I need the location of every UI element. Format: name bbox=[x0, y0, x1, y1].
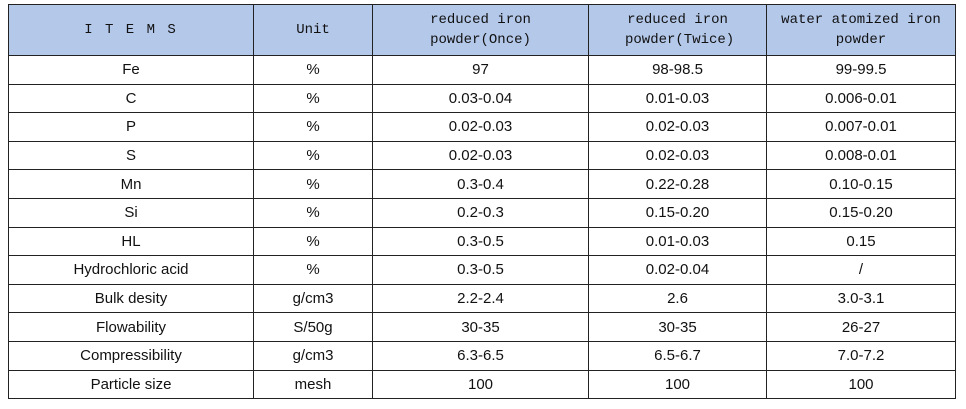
table-cell: 0.01-0.03 bbox=[588, 83, 767, 114]
table-cell: / bbox=[766, 255, 956, 285]
table-row: P% 0.02-0.03 0.02-0.03 0.007-0.01 bbox=[8, 112, 956, 142]
table-body: Fe% 97 98-98.5 99-99.5 C% 0.03-0.04 0.01-0.03 0… bbox=[8, 55, 956, 400]
table-cell: % bbox=[253, 226, 373, 257]
table-cell: Fe bbox=[8, 55, 254, 85]
header-text: reduced iron powder(Once) bbox=[430, 12, 531, 48]
table-row: Particle size mesh 100 100 100 bbox=[8, 369, 956, 400]
table-row: S% 0.02-0.03 0.02-0.03 0.008-0.01 bbox=[8, 140, 956, 171]
table-cell: 6.5-6.7 bbox=[588, 340, 767, 371]
table-cell: g/cm3 bbox=[253, 283, 373, 314]
table-cell: 30-35 bbox=[372, 312, 589, 342]
table-cell: % bbox=[253, 55, 373, 85]
table-cell: 0.15-0.20 bbox=[766, 197, 956, 228]
table-row: Mn% 0.3-0.4 0.22-0.28 0.10-0.15 bbox=[8, 169, 956, 199]
table-cell: 0.3-0.5 bbox=[372, 255, 589, 285]
table-cell: 6.3-6.5 bbox=[372, 340, 589, 371]
table-cell: Compressibility bbox=[8, 340, 254, 371]
table-cell: 0.22-0.28 bbox=[588, 169, 767, 199]
table-cell: C bbox=[8, 83, 254, 114]
table-cell: 0.02-0.03 bbox=[372, 112, 589, 142]
table-cell: % bbox=[253, 83, 373, 114]
table-cell: Particle size bbox=[8, 369, 254, 400]
table-cell: 0.15-0.20 bbox=[588, 197, 767, 228]
table-cell: % bbox=[253, 112, 373, 142]
table-cell: 0.007-0.01 bbox=[766, 112, 956, 142]
table-cell: 97 bbox=[372, 55, 589, 85]
table-cell: P bbox=[8, 112, 254, 142]
table-cell: 0.3-0.5 bbox=[372, 226, 589, 257]
table-row: Compressibility g/cm3 6.3-6.5 6.5-6.7 7.0-7.… bbox=[8, 340, 956, 371]
table-cell: % bbox=[253, 140, 373, 171]
table-cell: 100 bbox=[588, 369, 767, 400]
table-cell: Mn bbox=[8, 169, 254, 199]
table-cell: S bbox=[8, 140, 254, 171]
table-cell: 7.0-7.2 bbox=[766, 340, 956, 371]
table-cell: 0.02-0.03 bbox=[372, 140, 589, 171]
table-row: Flowability S/50g 30-35 30-35 26-27 bbox=[8, 312, 956, 342]
table-cell: 0.008-0.01 bbox=[766, 140, 956, 171]
table-cell: HL bbox=[8, 226, 254, 257]
table-cell: 0.03-0.04 bbox=[372, 83, 589, 114]
header-cell: Unit bbox=[253, 4, 373, 56]
header-cell: reduced iron powder(Twice) bbox=[588, 4, 767, 56]
table-cell: 0.3-0.4 bbox=[372, 169, 589, 199]
table-cell: 0.15 bbox=[766, 226, 956, 257]
table-cell: mesh bbox=[253, 369, 373, 400]
table-cell: 99-99.5 bbox=[766, 55, 956, 85]
table-cell: 2.2-2.4 bbox=[372, 283, 589, 314]
table-cell: g/cm3 bbox=[253, 340, 373, 371]
table-cell: Flowability bbox=[8, 312, 254, 342]
header-text: I T E M S bbox=[84, 22, 178, 38]
header-text: Unit bbox=[296, 22, 330, 38]
header-row: I T E M S Unit reduced iron powder(Once) re… bbox=[8, 4, 956, 56]
table-row: Fe% 97 98-98.5 99-99.5 bbox=[8, 55, 956, 85]
table-cell: 100 bbox=[372, 369, 589, 400]
table-cell: 2.6 bbox=[588, 283, 767, 314]
spec-table: I T E M S Unit reduced iron powder(Once) re… bbox=[8, 4, 956, 400]
table-cell: % bbox=[253, 255, 373, 285]
header-cell: water atomized iron powder bbox=[766, 4, 956, 56]
header-cell: I T E M S bbox=[8, 4, 254, 56]
table-cell: 98-98.5 bbox=[588, 55, 767, 85]
table-cell: 0.02-0.04 bbox=[588, 255, 767, 285]
table-cell: 0.2-0.3 bbox=[372, 197, 589, 228]
table-cell: 0.006-0.01 bbox=[766, 83, 956, 114]
table-cell: 26-27 bbox=[766, 312, 956, 342]
table-cell: % bbox=[253, 197, 373, 228]
table-cell: 30-35 bbox=[588, 312, 767, 342]
table-row: HL% 0.3-0.5 0.01-0.03 0.15 bbox=[8, 226, 956, 257]
table-cell: Si bbox=[8, 197, 254, 228]
table-row: Si% 0.2-0.3 0.15-0.20 0.15-0.20 bbox=[8, 197, 956, 228]
header-text: water atomized iron powder bbox=[781, 12, 941, 48]
table-cell: 0.10-0.15 bbox=[766, 169, 956, 199]
table-cell: Hydrochloric acid bbox=[8, 255, 254, 285]
table-cell: 0.01-0.03 bbox=[588, 226, 767, 257]
table-row: Hydrochloric acid% 0.3-0.5 0.02-0.04/ bbox=[8, 255, 956, 285]
header-text: reduced iron powder(Twice) bbox=[624, 12, 735, 48]
table-cell: 100 bbox=[766, 369, 956, 400]
table-cell: 0.02-0.03 bbox=[588, 112, 767, 142]
table-cell: 0.02-0.03 bbox=[588, 140, 767, 171]
table-cell: S/50g bbox=[253, 312, 373, 342]
table-row: Bulk desity g/cm3 2.2-2.4 2.6 3.0-3.1 bbox=[8, 283, 956, 314]
table-cell: % bbox=[253, 169, 373, 199]
table-cell: 3.0-3.1 bbox=[766, 283, 956, 314]
header-cell: reduced iron powder(Once) bbox=[372, 4, 589, 56]
table-cell: Bulk desity bbox=[8, 283, 254, 314]
table-row: C% 0.03-0.04 0.01-0.03 0.006-0.01 bbox=[8, 83, 956, 114]
